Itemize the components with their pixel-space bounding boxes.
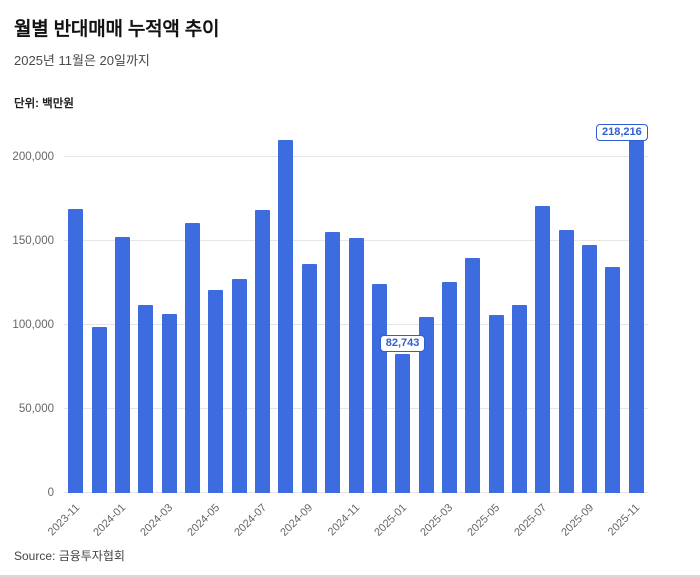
- bar-2025-08: [558, 229, 574, 493]
- x-axis-tick-label: 2024-07: [231, 501, 269, 539]
- bar-2024-05: [208, 290, 224, 493]
- bar-2024-07: [255, 209, 271, 493]
- bar-2024-11: [348, 238, 364, 493]
- bar-2023-11: [68, 208, 84, 493]
- y-axis-tick-label: 200,000: [12, 150, 54, 163]
- bar-2024-10: [325, 232, 341, 493]
- bar-2025-10: [605, 266, 621, 493]
- x-axis-tick-label: 2025-01: [371, 501, 409, 539]
- bottom-divider: [0, 575, 700, 577]
- y-axis-tick-label: 150,000: [12, 234, 54, 247]
- gridline: [64, 155, 648, 157]
- bar-chart: 0 50,000 100,000 150,000 200,000 2023-11 2024-…: [12, 123, 686, 539]
- bar-2025-01: [395, 353, 411, 493]
- bar-2024-06: [231, 278, 247, 493]
- x-axis-tick-label: 2024-05: [185, 501, 223, 539]
- x-axis-tick-label: 2024-09: [278, 501, 316, 539]
- bar-2025-07: [535, 206, 551, 493]
- x-axis-tick-label: 2025-05: [465, 501, 503, 539]
- bar-2025-05: [488, 314, 504, 493]
- bar-2024-03: [161, 313, 177, 493]
- plot-area: 0 50,000 100,000 150,000 200,000 2023-11 2024-…: [12, 123, 648, 539]
- source-note: Source: 금융투자협회: [14, 549, 125, 563]
- x-axis-tick-label: 2025-09: [558, 501, 596, 539]
- x-axis-tick-label: 2025-11: [606, 501, 643, 539]
- bar-2024-01: [114, 236, 130, 493]
- y-axis-tick-label: 100,000: [12, 318, 54, 331]
- bar-2025-03: [441, 281, 457, 493]
- x-axis-tick-label: 2024-11: [325, 501, 363, 539]
- chart-subtitle: 2025년 11월은 20일까지: [14, 53, 150, 68]
- unit-label: 단위: 백만원: [14, 98, 74, 110]
- chart-title: 월별 반대매매 누적액 추이: [14, 19, 220, 40]
- data-label-82,743: 82,743: [379, 334, 426, 352]
- bar-2024-04: [184, 223, 200, 493]
- x-axis-tick-label: 2023-11: [45, 501, 82, 539]
- bar-2024-09: [301, 264, 317, 493]
- x-axis-tick-label: 2025-07: [512, 501, 550, 539]
- bar-2025-04: [465, 258, 481, 493]
- data-label-218,216: 218,216: [596, 124, 648, 141]
- bar-2024-08: [278, 139, 294, 493]
- bar-2025-02: [418, 317, 434, 493]
- y-axis-tick-label: 0: [47, 487, 54, 499]
- bar-2024-02: [138, 305, 154, 493]
- y-axis-tick-label: 50,000: [18, 402, 54, 415]
- x-axis-tick-label: 2024-03: [138, 501, 176, 539]
- bar-2025-09: [582, 244, 598, 493]
- x-axis-tick-label: 2024-01: [91, 501, 129, 539]
- bar-2024-12: [371, 284, 387, 493]
- bar-2025-11: [628, 126, 644, 493]
- x-axis-tick-label: 2025-03: [418, 501, 456, 539]
- bar-2023-12: [91, 326, 107, 493]
- bar-2025-06: [512, 305, 528, 493]
